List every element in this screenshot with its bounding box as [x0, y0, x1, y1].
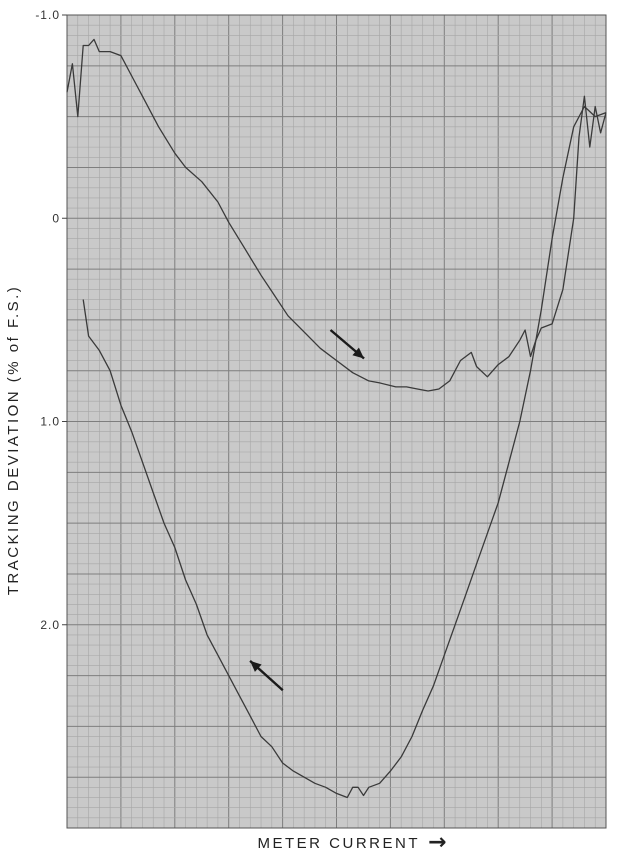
x-axis-arrow-icon: →: [428, 830, 446, 853]
y-tick-label: 0: [52, 211, 60, 225]
trace-increasing: [66, 38, 607, 392]
grid-lines: [67, 15, 606, 828]
arrowhead-increasing-icon: [352, 347, 365, 359]
y-axis-title: TRACKING DEVIATION (% of F.S.): [5, 285, 22, 596]
y-tick-label: 2.0: [40, 618, 60, 632]
y-tick-label: -1.0: [35, 8, 60, 22]
direction-arrows: [249, 329, 365, 692]
y-axis-ticks: -1.0 0 1.0 2.0: [35, 8, 67, 632]
curve-traces: [66, 38, 607, 799]
arrowhead-decreasing-icon: [250, 660, 262, 672]
y-tick-label: 1.0: [40, 415, 60, 429]
trace-decreasing: [82, 105, 607, 799]
x-axis-title: METER CURRENT: [258, 835, 421, 852]
